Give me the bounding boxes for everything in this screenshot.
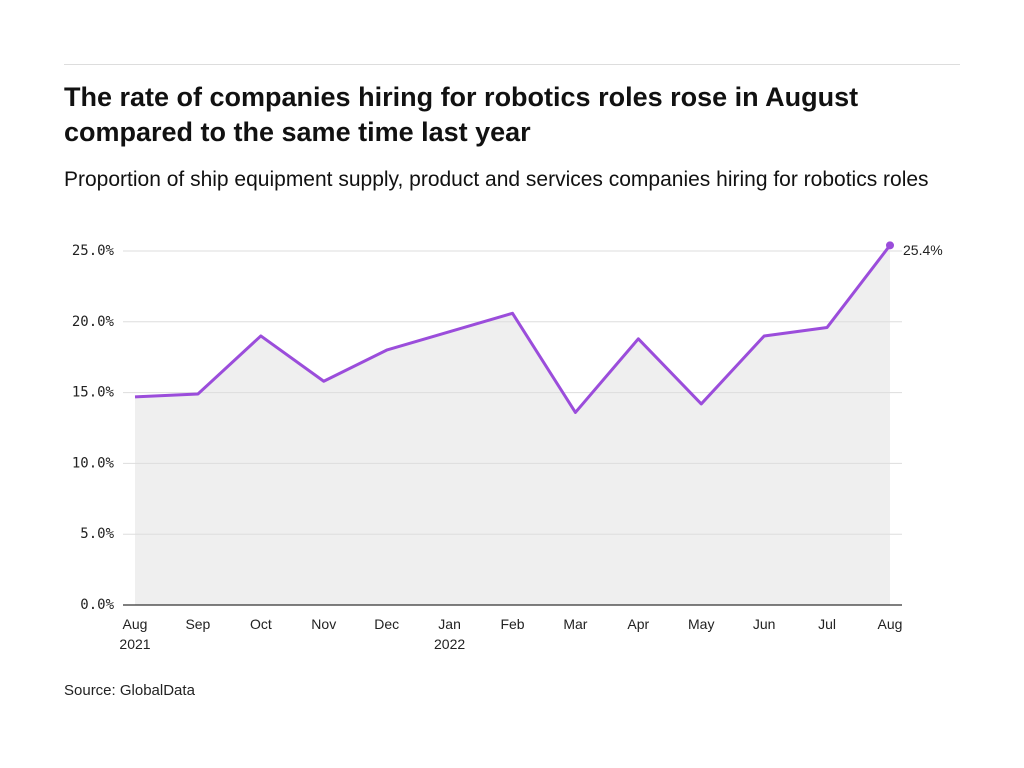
x-tick-label: Mar <box>563 616 588 632</box>
x-tick-label: May <box>688 616 715 632</box>
y-tick-label: 10.0% <box>72 455 115 471</box>
x-tick-label: Jun <box>752 616 776 632</box>
end-marker <box>886 241 894 250</box>
x-tick-label: Jul <box>818 616 837 632</box>
chart-subtitle: Proportion of ship equipment supply, pro… <box>64 168 929 191</box>
x-tick-label: Apr <box>627 616 650 632</box>
value-label: 25.4% <box>903 242 943 258</box>
x-tick-label: Oct <box>249 616 272 632</box>
chart-title: The rate of companies hiring for robotic… <box>64 82 859 147</box>
x-tick-label: Dec <box>374 616 400 632</box>
x-tick-label: Aug 2021 <box>119 616 151 652</box>
x-tick-label: Jan 2022 <box>434 616 466 652</box>
y-tick-label: 25.0% <box>72 243 115 259</box>
area <box>135 245 890 605</box>
y-tick-label: 20.0% <box>72 314 115 330</box>
line <box>134 244 892 414</box>
x-tick-label: Nov <box>311 616 337 632</box>
x-tick-label: Aug <box>877 616 903 632</box>
y-tick-label: 5.0% <box>80 526 114 542</box>
top-rule <box>64 64 960 65</box>
source-note: Source: GlobalData <box>64 682 195 699</box>
x-tick-label: Feb <box>500 616 525 632</box>
x-tick-label: Sep <box>185 616 211 632</box>
y-tick-label: 0.0% <box>80 597 114 613</box>
y-tick-label: 15.0% <box>72 385 115 401</box>
